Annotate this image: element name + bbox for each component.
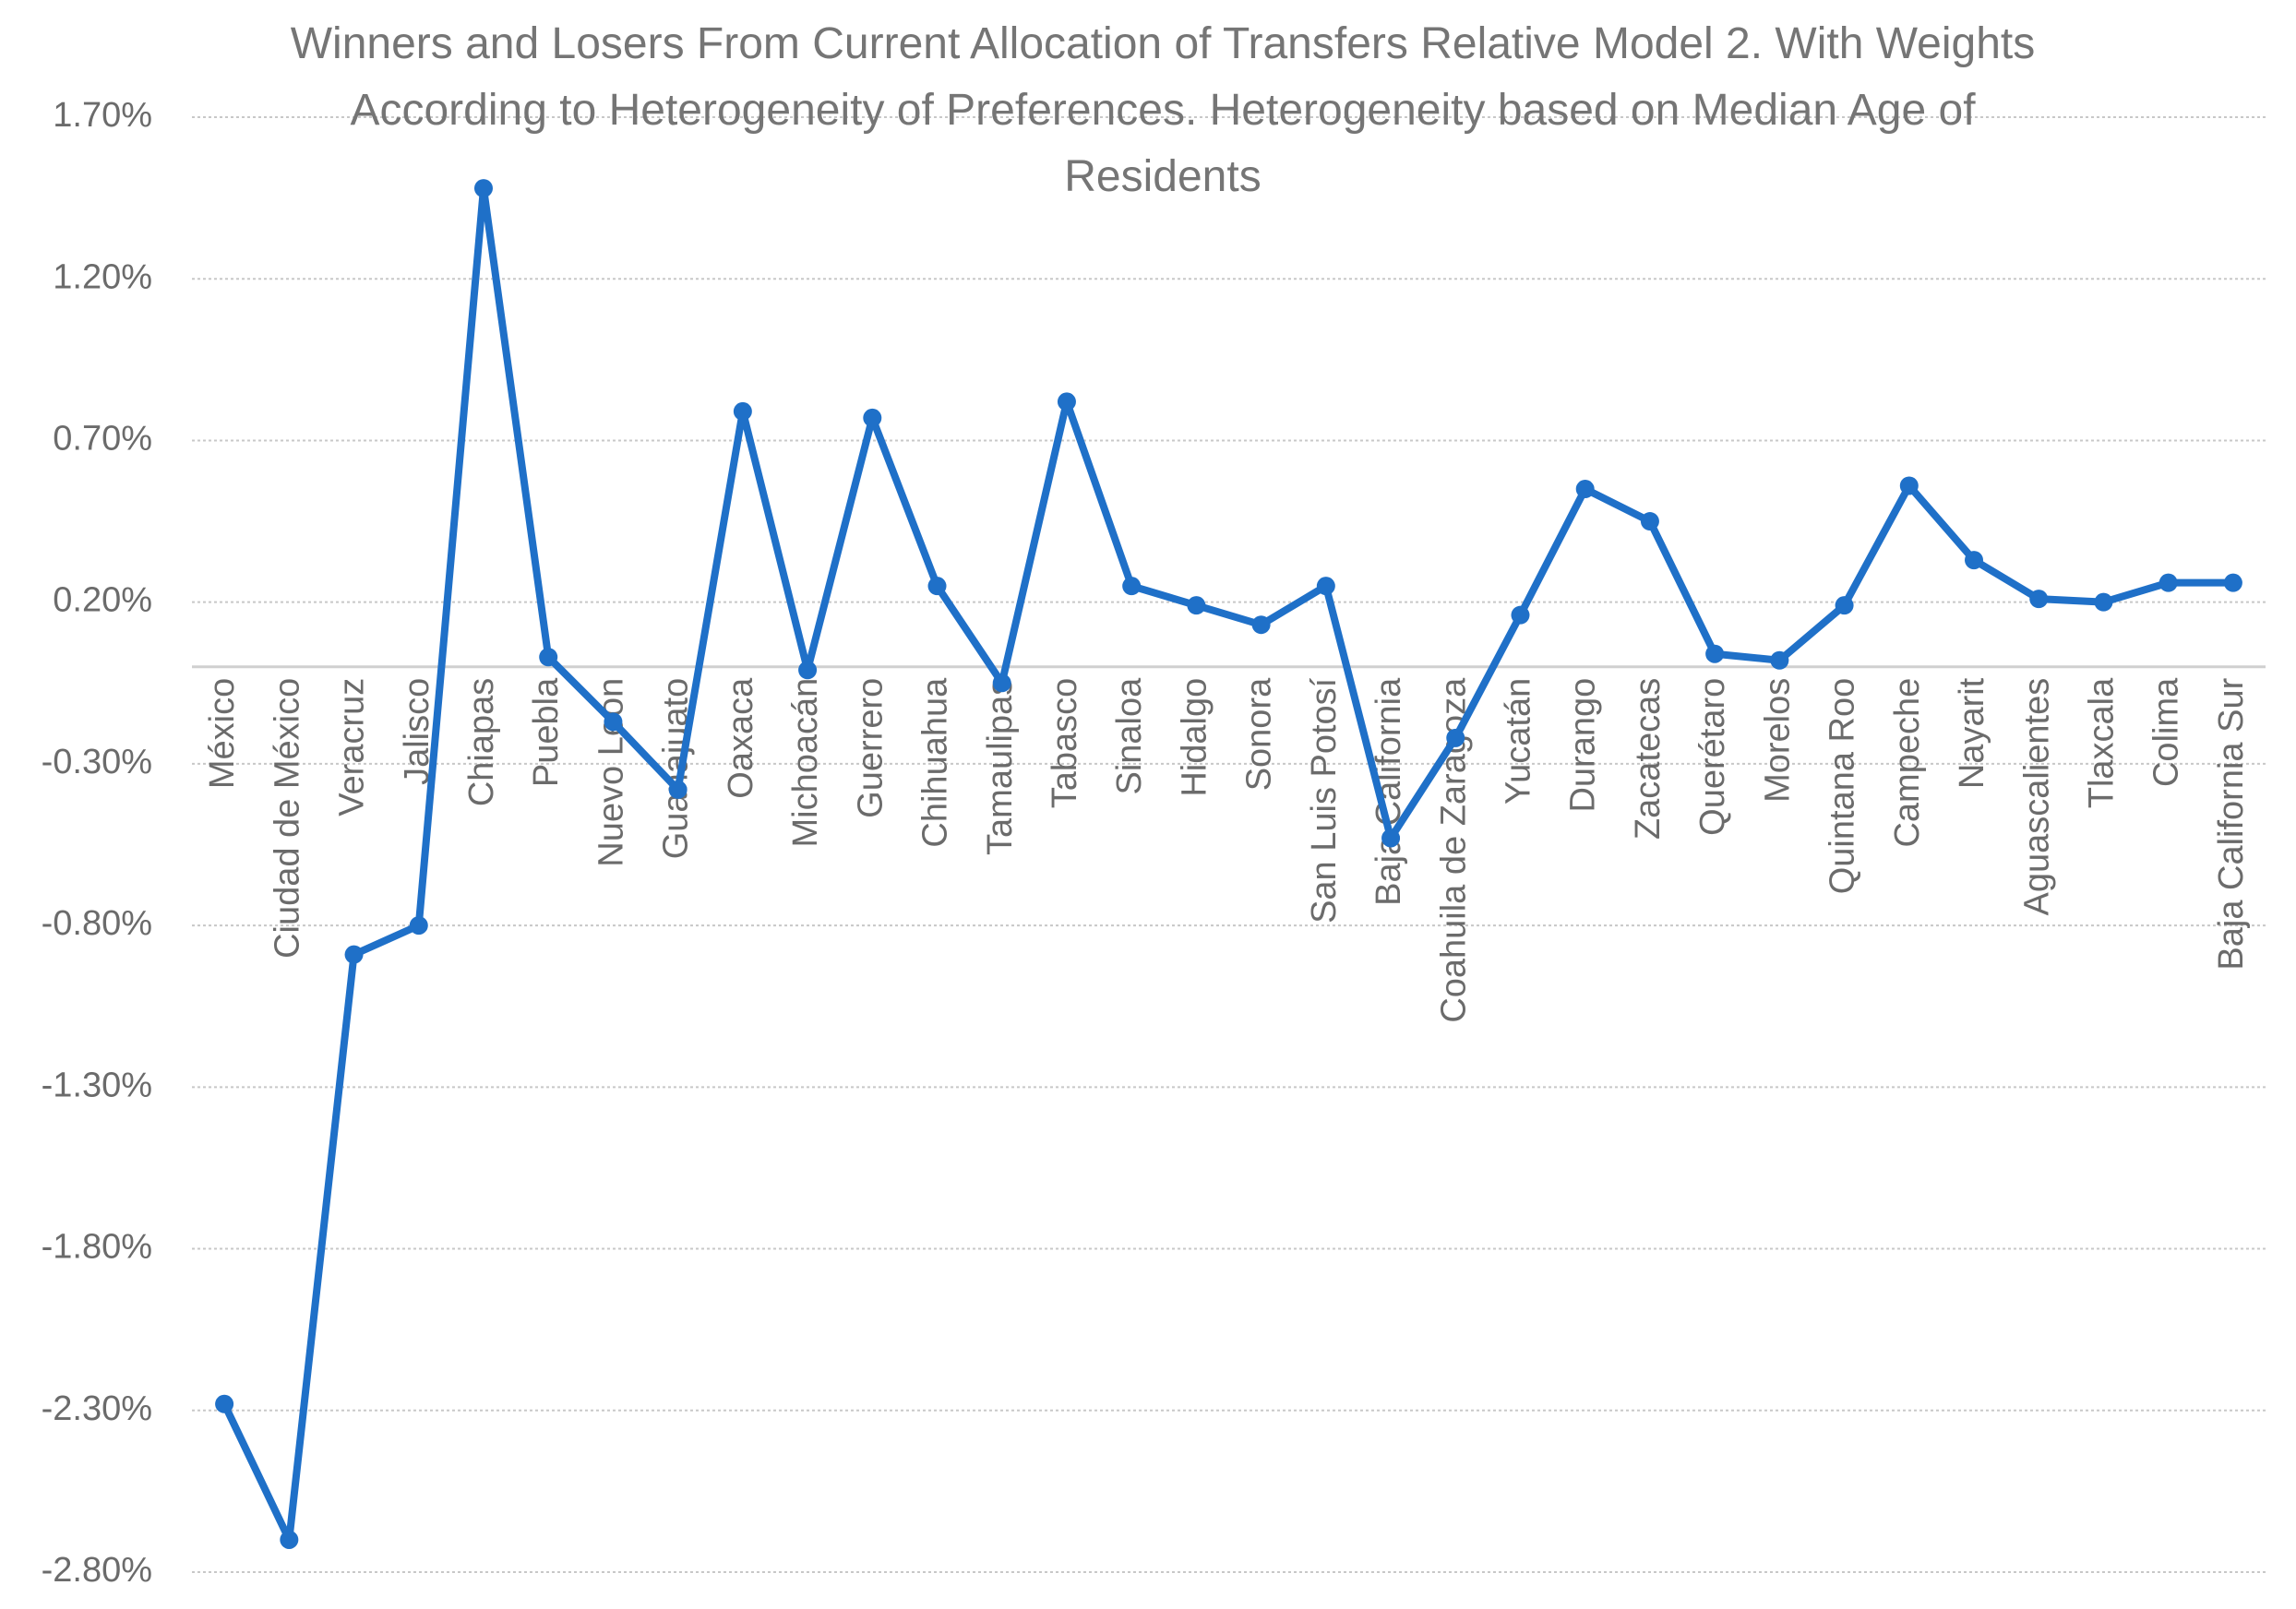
x-tick-label: Querétaro <box>1693 678 1732 836</box>
data-point <box>604 712 623 732</box>
data-point <box>473 179 493 198</box>
data-point <box>280 1530 299 1549</box>
x-tick-label: Hidalgo <box>1175 678 1214 797</box>
data-point <box>2158 573 2178 592</box>
data-point <box>733 401 752 421</box>
x-tick-label: Quintana Roo <box>1824 678 1862 895</box>
y-tick-label: -2.80% <box>42 1551 152 1590</box>
x-tick-label: Zacatecas <box>1629 678 1668 840</box>
y-tick-label: 0.20% <box>53 581 152 620</box>
data-point <box>539 648 558 667</box>
data-point <box>1511 605 1530 625</box>
x-tick-label: Chiapas <box>462 678 501 806</box>
data-point <box>344 945 364 964</box>
data-point <box>1770 650 1789 670</box>
x-tick-label: Ciudad de México <box>268 678 306 959</box>
x-tick-label: Oaxaca <box>722 677 760 799</box>
x-tick-label: Guerrero <box>851 678 890 818</box>
data-point <box>215 1394 234 1413</box>
x-tick-label: Veracruz <box>333 678 372 816</box>
x-tick-label: Sonora <box>1240 677 1279 791</box>
data-line <box>221 185 2233 1543</box>
x-tick-label: Campeche <box>1888 678 1927 848</box>
data-point <box>1640 512 1659 531</box>
data-point <box>1899 476 1919 495</box>
data-point <box>1705 644 1725 663</box>
x-tick-label: México <box>203 678 242 789</box>
data-point <box>992 673 1011 693</box>
x-tick-label: Nayarit <box>1953 677 1991 789</box>
x-tick-label: Tabasco <box>1046 678 1084 809</box>
x-tick-label: Michoacán <box>786 678 825 848</box>
data-point <box>1122 577 1142 596</box>
x-tick-label: Morelos <box>1758 678 1797 803</box>
data-point <box>1575 480 1595 499</box>
data-point <box>863 408 882 427</box>
data-point <box>927 577 947 596</box>
data-point <box>409 916 428 936</box>
data-point <box>1057 392 1076 411</box>
data-point <box>1965 551 1984 570</box>
x-tick-label: Puebla <box>527 677 566 787</box>
x-tick-label: Sinaloa <box>1110 677 1149 795</box>
data-point <box>1187 596 1206 615</box>
data-point <box>2029 590 2049 609</box>
data-point <box>1835 596 1854 615</box>
data-point <box>1316 577 1335 596</box>
y-tick-label: 1.70% <box>53 96 152 135</box>
x-tick-label: San Luis Potosí <box>1305 677 1344 924</box>
y-tick-label: -1.30% <box>42 1066 152 1104</box>
x-tick-label: Aguascalientes <box>2017 678 2056 916</box>
data-point <box>668 780 688 799</box>
x-tick-label: Colima <box>2147 677 2186 787</box>
y-tick-label: -0.30% <box>42 743 152 781</box>
y-tick-label: -0.80% <box>42 904 152 943</box>
x-tick-label: Tamaulipas <box>981 678 1020 855</box>
x-tick-label: Chihuahua <box>916 677 955 848</box>
chart-title: Winners and Losers From Current Allocati… <box>290 19 2036 201</box>
x-tick-label: Baja California Sur <box>2212 677 2251 970</box>
x-tick-label: Tlaxcala <box>2082 677 2121 808</box>
data-point <box>2223 573 2242 592</box>
y-tick-label: -2.30% <box>42 1389 152 1428</box>
y-tick-label: -1.80% <box>42 1228 152 1267</box>
y-tick-label: 0.70% <box>53 419 152 458</box>
data-point <box>1381 828 1401 848</box>
data-point <box>2094 592 2113 612</box>
data-point <box>1446 728 1465 747</box>
x-tick-label: Yucatán <box>1500 678 1538 804</box>
data-point <box>1251 615 1271 635</box>
y-tick-label: 1.20% <box>53 257 152 296</box>
data-point <box>798 661 818 680</box>
x-tick-label: Durango <box>1564 678 1603 813</box>
